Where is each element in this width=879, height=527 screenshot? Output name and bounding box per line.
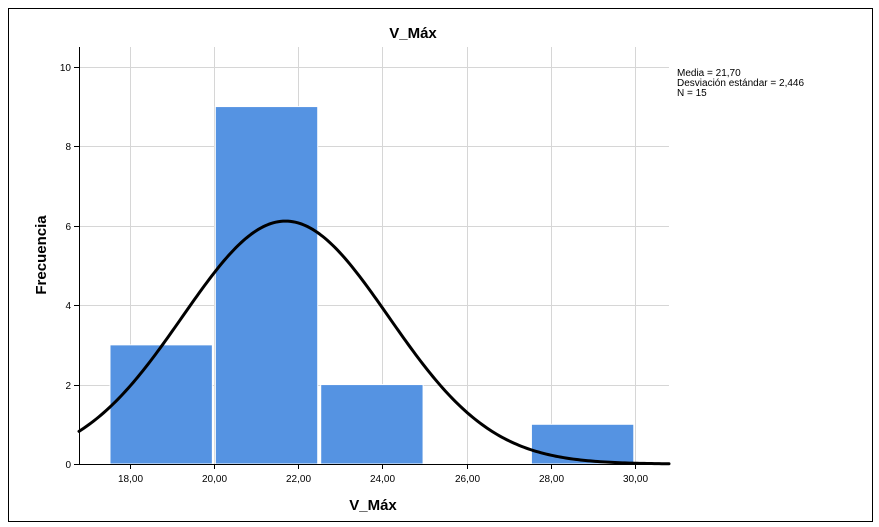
stats-std: Desviación estándar = 2,446 <box>677 78 804 89</box>
stats-mean: Media = 21,70 <box>677 68 741 79</box>
histogram-bar <box>109 344 213 465</box>
x-axis-title: V_Máx <box>349 497 397 514</box>
stats-n: N = 15 <box>677 88 707 99</box>
y-tick-label: 8 <box>65 142 71 153</box>
histogram-bar <box>214 106 319 465</box>
y-tick-label: 2 <box>65 381 71 392</box>
x-tick-label: 30,00 <box>623 474 648 485</box>
histogram-bar <box>530 423 635 465</box>
normal-curve <box>77 219 671 466</box>
x-tick-label: 28,00 <box>539 474 564 485</box>
y-tick-label: 6 <box>65 222 71 233</box>
ticks-layer: 0 2 4 6 8 10 18,00 20,00 22,00 24,00 26,00 28,00 30,… <box>60 63 649 485</box>
curve-layer <box>77 219 671 466</box>
x-tick-label: 18,00 <box>118 474 143 485</box>
y-tick-label: 10 <box>60 63 72 74</box>
y-tick-label: 0 <box>65 460 71 471</box>
x-tick-label: 20,00 <box>202 474 227 485</box>
bars-layer <box>109 106 635 465</box>
histogram-bar <box>320 384 424 465</box>
axes-layer <box>79 47 669 465</box>
chart-title: V_Máx <box>389 25 437 42</box>
x-tick-label: 24,00 <box>370 474 395 485</box>
x-tick-label: 26,00 <box>455 474 480 485</box>
y-tick-label: 4 <box>65 301 71 312</box>
stats-box: Media = 21,70 Desviación estándar = 2,44… <box>677 68 804 99</box>
x-tick-label: 22,00 <box>286 474 311 485</box>
y-axis-title: Frecuencia <box>33 215 50 295</box>
